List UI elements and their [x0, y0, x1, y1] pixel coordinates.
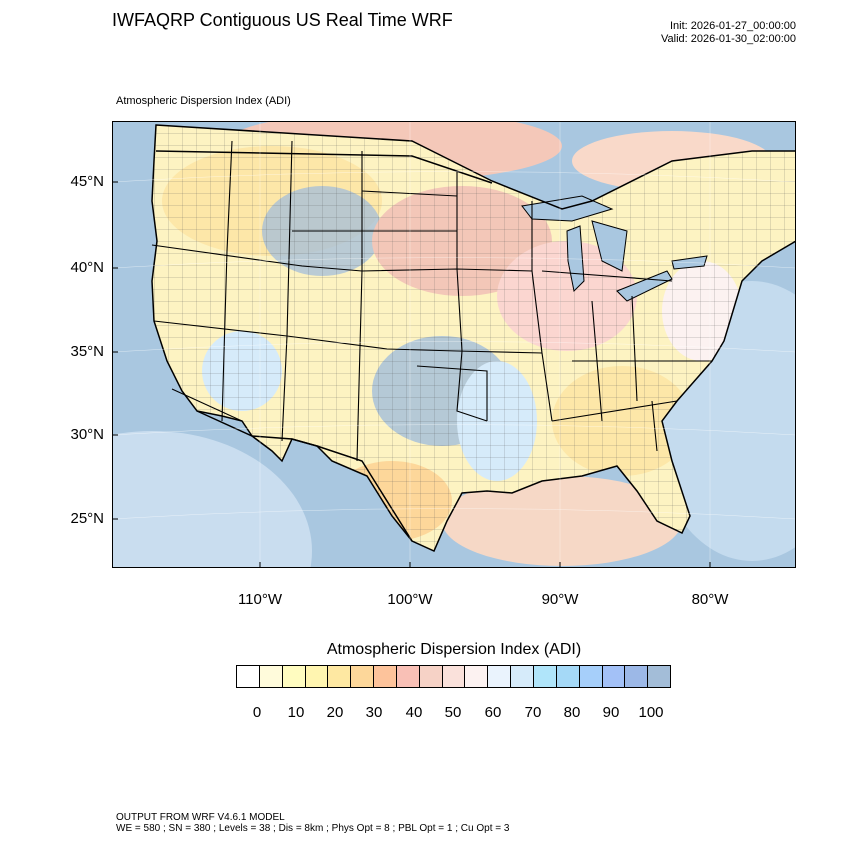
map-border [112, 121, 796, 568]
legend-color-box [533, 666, 557, 687]
lat-label-30n: 30°N [70, 426, 104, 443]
legend-title: Atmospheric Dispersion Index (ADI) [326, 641, 582, 658]
legend-tick: 60 [484, 704, 502, 721]
adi-map [0, 111, 850, 671]
gulf-warm-area [442, 476, 682, 566]
model-config: WE = 580 ; SN = 380 ; Levels = 38 ; Dis … [116, 823, 510, 834]
lat-label-35n: 35°N [70, 343, 104, 360]
legend-color-box [237, 666, 260, 687]
legend-tick: 100 [638, 704, 664, 721]
legend-color-box [648, 666, 671, 687]
lon-label-80w: 80°W [691, 591, 729, 608]
land-shading [152, 125, 796, 551]
lat-label-25n: 25°N [70, 510, 104, 527]
lon-label-90w: 90°W [541, 591, 579, 608]
legend-color-box [488, 666, 512, 687]
legend-color-box [442, 666, 466, 687]
lon-label-110w: 110°W [237, 591, 283, 608]
legend-color-box [282, 666, 306, 687]
color-legend [236, 665, 671, 688]
plot-title: IWFAQRP Contiguous US Real Time WRF [112, 10, 453, 30]
legend-tick: 70 [524, 704, 542, 721]
map-svg [0, 111, 850, 671]
legend-color-box [305, 666, 329, 687]
legend-tick: 0 [252, 704, 262, 721]
model-version: OUTPUT FROM WRF V4.6.1 MODEL [116, 812, 285, 823]
run-time-info: Init: 2026-01-27_00:00:00 Valid: 2026-01… [661, 20, 796, 46]
legend-tick: 30 [365, 704, 383, 721]
legend-color-box [328, 666, 352, 687]
lat-label-40n: 40°N [70, 259, 104, 276]
graticule [111, 121, 797, 568]
legend-color-box [396, 666, 420, 687]
canada-border [155, 150, 493, 184]
legend-color-box [579, 666, 603, 687]
legend-tick: 10 [287, 704, 305, 721]
legend-tick: 20 [326, 704, 344, 721]
legend-tick: 90 [602, 704, 620, 721]
map-field-label: Atmospheric Dispersion Index (ADI) [116, 95, 291, 107]
legend-color-box [511, 666, 534, 687]
lake-huron [591, 220, 628, 272]
lake-erie [616, 270, 673, 302]
legend-tick: 80 [563, 704, 581, 721]
init-time: Init: 2026-01-27_00:00:00 [670, 20, 796, 32]
legend-color-box [556, 666, 580, 687]
mexico-border [196, 410, 413, 542]
legend-tick: 50 [444, 704, 462, 721]
legend-color-box [419, 666, 443, 687]
lat-label-45n: 45°N [70, 173, 104, 190]
state-borders [151, 140, 712, 462]
legend-tick: 40 [405, 704, 423, 721]
legend-color-box [625, 666, 649, 687]
legend-color-box [259, 666, 283, 687]
valid-time: Valid: 2026-01-30_02:00:00 [661, 33, 796, 45]
lake-michigan [566, 225, 585, 293]
legend-color-box [374, 666, 397, 687]
legend-color-box [602, 666, 626, 687]
legend-color-box [465, 666, 489, 687]
lon-label-100w: 100°W [387, 591, 433, 608]
model-info-footer: OUTPUT FROM WRF V4.6.1 MODEL WE = 580 ; … [116, 812, 509, 834]
legend-color-box [351, 666, 375, 687]
